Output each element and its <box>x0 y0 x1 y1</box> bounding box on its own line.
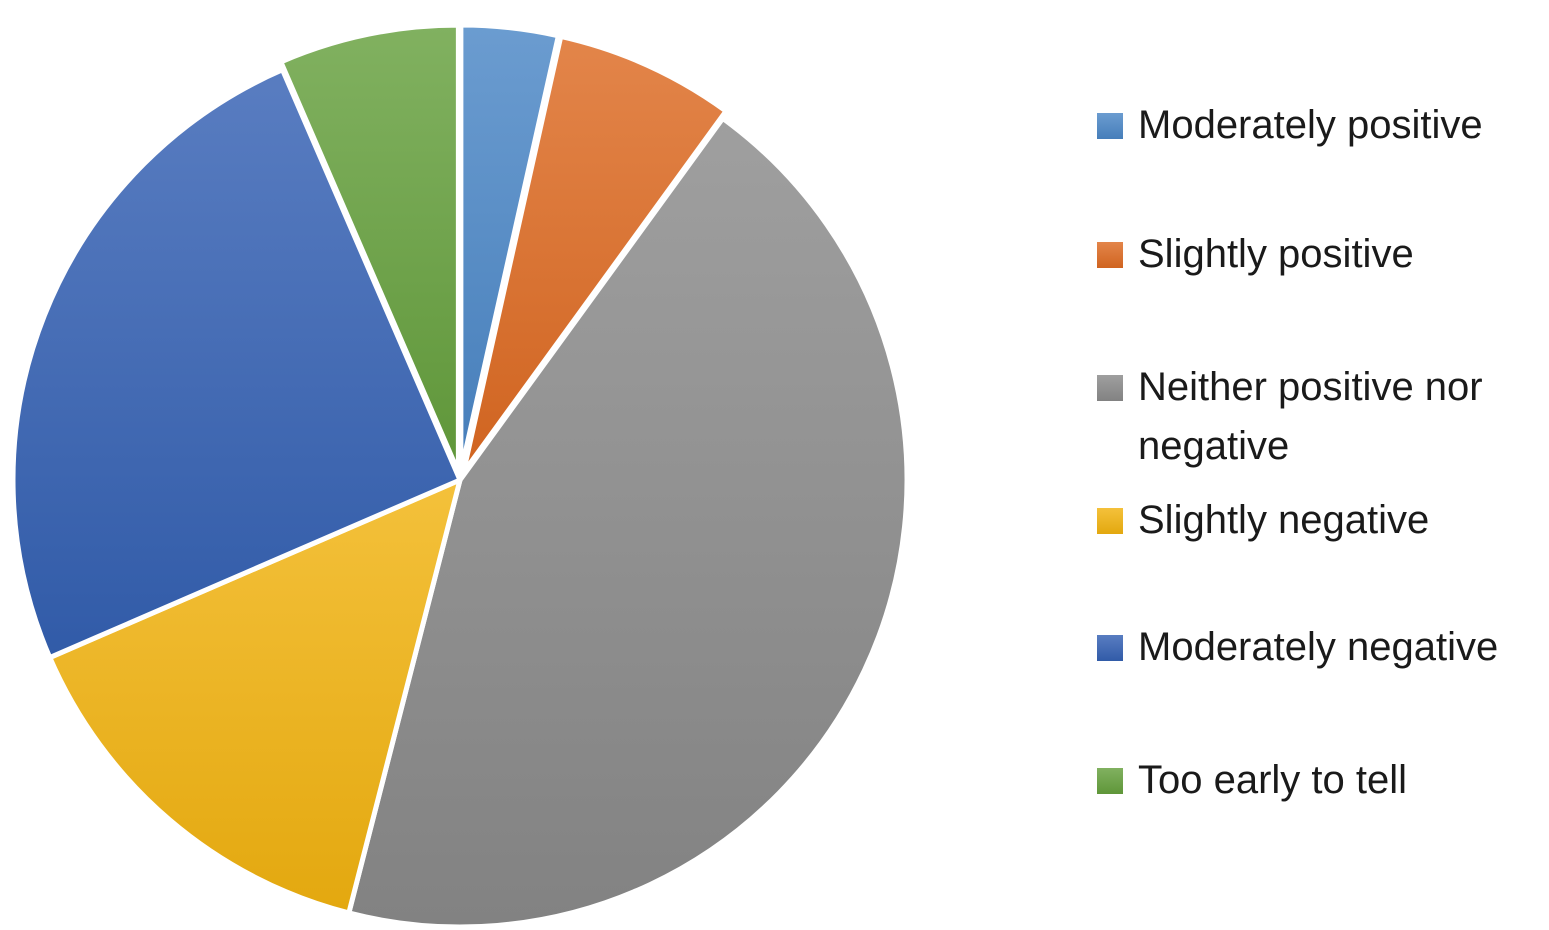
legend-swatch-slightly-negative <box>1097 508 1123 534</box>
legend-swatch-moderately-negative <box>1097 635 1123 661</box>
legend-swatch-neither-positive-nor-negative <box>1097 375 1123 401</box>
pie-slices <box>10 22 910 930</box>
legend-label-moderately-positive: Moderately positive <box>1138 103 1483 147</box>
legend-item-moderately-negative: Moderately negative <box>1097 618 1542 677</box>
legend-label-slightly-negative: Slightly negative <box>1138 498 1430 542</box>
pie-slice-moderately-positive <box>458 22 561 475</box>
pie-slice-slightly-negative <box>47 477 463 916</box>
legend-item-moderately-positive: Moderately positive <box>1097 96 1542 155</box>
pie-slice-neither-positive-nor-negative <box>346 115 910 930</box>
legend-item-slightly-positive: Slightly positive <box>1097 225 1542 284</box>
legend-item-too-early-to-tell: Too early to tell <box>1097 751 1542 810</box>
pie-slice-too-early-to-tell <box>278 22 461 475</box>
chart-legend: Moderately positive Slightly positive Ne… <box>1097 96 1542 836</box>
legend-item-slightly-negative: Slightly negative <box>1097 491 1542 550</box>
legend-label-moderately-negative: Moderately negative <box>1138 625 1499 669</box>
pie-plot-area <box>10 22 910 930</box>
legend-swatch-too-early-to-tell <box>1097 768 1123 794</box>
legend-label-slightly-positive: Slightly positive <box>1138 232 1414 276</box>
legend-label-too-early-to-tell: Too early to tell <box>1138 758 1408 802</box>
legend-swatch-slightly-positive <box>1097 242 1123 268</box>
legend-label-neither-positive-nor-negative: Neither positive nor negative <box>1138 365 1483 468</box>
legend-swatch-moderately-positive <box>1097 113 1123 139</box>
legend-item-neither-positive-nor-negative: Neither positive nor negative <box>1097 358 1542 476</box>
pie-slice-moderately-negative <box>10 67 463 661</box>
pie-slice-slightly-positive <box>460 33 729 476</box>
